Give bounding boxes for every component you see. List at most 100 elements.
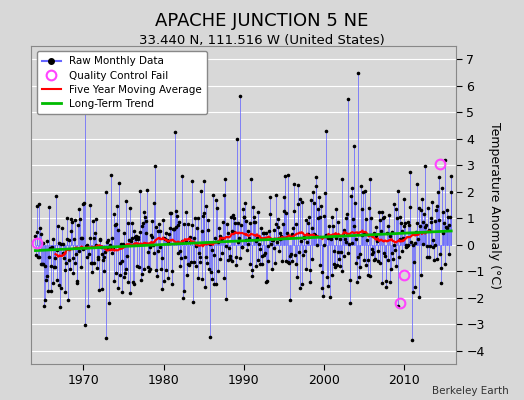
Point: [300, 234, 308, 241]
Point: [392, 263, 401, 270]
Point: [368, 246, 377, 252]
Point: [295, 249, 303, 255]
Point: [434, 189, 442, 195]
Point: [35, 254, 43, 260]
Point: [127, 238, 135, 244]
Point: [446, 173, 455, 179]
Point: [338, 176, 346, 182]
Point: [174, 250, 182, 256]
Point: [364, 257, 372, 264]
Point: [308, 256, 316, 262]
Point: [280, 208, 289, 214]
Point: [291, 252, 299, 258]
Point: [229, 212, 237, 218]
Point: [186, 239, 194, 245]
Point: [59, 250, 68, 256]
Point: [351, 200, 359, 206]
Point: [394, 302, 402, 309]
Point: [341, 236, 350, 242]
Point: [104, 246, 112, 252]
Point: [32, 228, 41, 235]
Point: [419, 241, 428, 248]
Point: [442, 224, 450, 231]
Point: [310, 231, 318, 237]
Point: [44, 288, 52, 294]
Point: [77, 235, 85, 241]
Point: [312, 174, 320, 180]
Point: [119, 274, 128, 280]
Point: [276, 229, 284, 236]
Point: [46, 245, 54, 251]
Point: [250, 219, 258, 225]
Point: [256, 261, 264, 267]
Point: [401, 220, 409, 226]
Point: [137, 277, 145, 284]
Point: [86, 260, 95, 266]
Point: [136, 229, 145, 235]
Point: [363, 237, 372, 244]
Point: [331, 264, 339, 270]
Point: [342, 239, 350, 246]
Point: [116, 260, 124, 266]
Point: [230, 229, 238, 236]
Point: [301, 248, 309, 254]
Point: [66, 257, 74, 263]
Point: [54, 222, 62, 229]
Point: [213, 238, 222, 245]
Point: [150, 250, 158, 256]
Point: [198, 276, 206, 283]
Point: [335, 236, 344, 242]
Point: [410, 259, 418, 265]
Point: [152, 273, 161, 279]
Point: [289, 225, 297, 232]
Point: [184, 220, 192, 227]
Point: [63, 215, 71, 222]
Point: [52, 192, 60, 199]
Point: [312, 183, 321, 189]
Point: [344, 250, 353, 256]
Point: [386, 232, 395, 239]
Point: [384, 223, 392, 230]
Point: [158, 254, 167, 261]
Point: [106, 242, 114, 248]
Point: [76, 216, 84, 222]
Point: [326, 294, 335, 300]
Point: [231, 220, 239, 226]
Point: [188, 178, 196, 184]
Point: [93, 254, 102, 260]
Point: [239, 214, 248, 220]
Point: [370, 230, 379, 236]
Point: [400, 222, 409, 229]
Point: [40, 297, 49, 304]
Point: [129, 281, 138, 288]
Point: [232, 254, 241, 261]
Point: [444, 221, 453, 228]
Point: [213, 205, 221, 211]
Point: [361, 257, 369, 263]
Point: [257, 253, 266, 260]
Point: [169, 226, 178, 232]
Point: [254, 208, 263, 215]
Point: [42, 276, 50, 283]
Point: [165, 231, 173, 237]
Point: [102, 189, 111, 196]
Point: [379, 215, 387, 222]
Point: [366, 176, 374, 182]
Point: [316, 214, 324, 220]
Point: [227, 213, 235, 220]
Point: [155, 221, 163, 227]
Point: [80, 200, 89, 206]
Point: [100, 268, 108, 274]
Point: [298, 281, 307, 288]
Point: [99, 256, 107, 263]
Point: [288, 258, 296, 264]
Point: [261, 250, 269, 257]
Point: [118, 288, 126, 295]
Point: [171, 224, 180, 230]
Point: [344, 96, 352, 102]
Point: [264, 243, 272, 249]
Point: [174, 218, 183, 225]
Point: [97, 251, 106, 258]
Point: [177, 255, 185, 261]
Point: [238, 244, 246, 250]
